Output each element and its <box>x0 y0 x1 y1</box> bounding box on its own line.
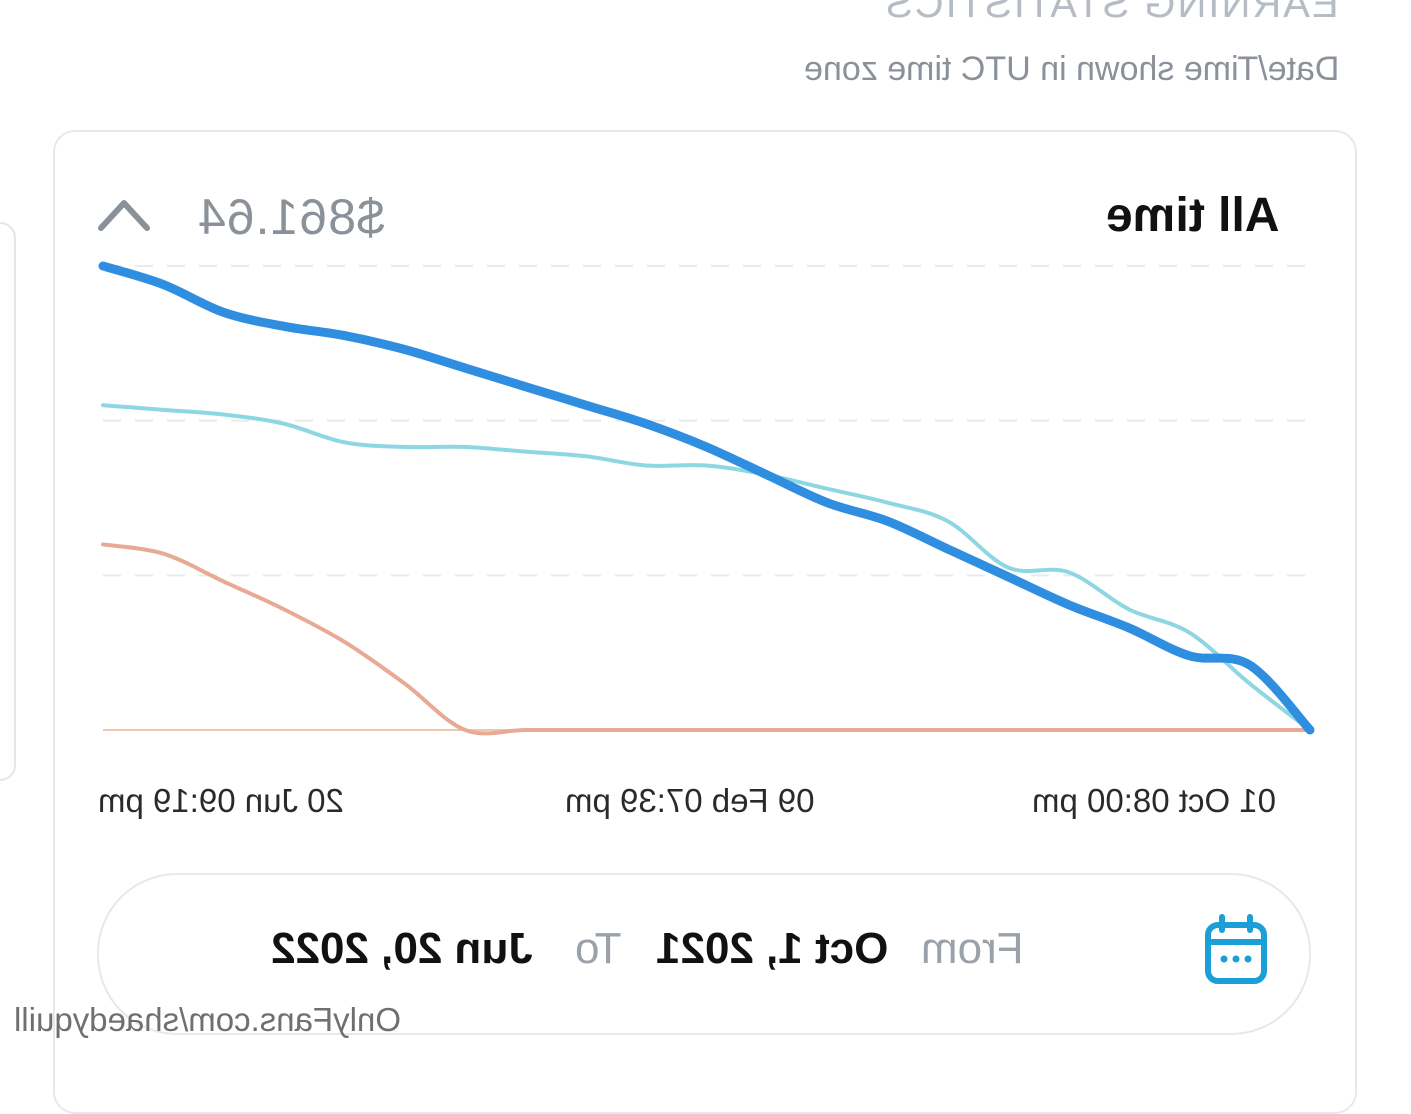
chevron-up-icon[interactable] <box>96 196 152 232</box>
calendar-icon[interactable] <box>1203 914 1269 986</box>
earnings-chart <box>98 261 1315 736</box>
series-line-3 <box>101 542 1312 736</box>
series-line-2 <box>101 403 1312 732</box>
from-label: From <box>921 924 1024 973</box>
series-line-1 <box>98 261 1315 735</box>
x-tick-label: 20 Jun 09:19 pm <box>98 782 344 819</box>
watermark: OnlyFans.com/shaedyquill <box>14 1001 402 1038</box>
x-tick-label: 01 Oct 08:00 pm <box>1032 782 1276 819</box>
date-range-picker[interactable] <box>97 873 1311 1035</box>
from-date[interactable]: Oct 1, 2021 <box>656 924 889 973</box>
x-tick-label: 09 Feb 07:39 pm <box>565 782 815 819</box>
to-date[interactable]: Jun 20, 2022 <box>271 924 533 973</box>
to-label: To <box>575 924 622 973</box>
